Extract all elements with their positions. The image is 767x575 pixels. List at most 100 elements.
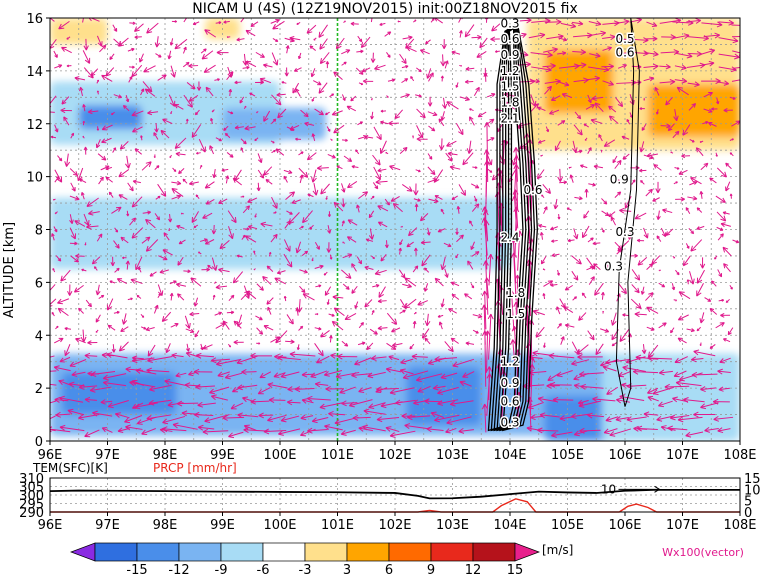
wind-vector bbox=[300, 414, 314, 421]
wind-vector bbox=[696, 225, 705, 230]
contour-label: 1.2 bbox=[500, 64, 519, 78]
wind-vector bbox=[50, 400, 57, 404]
wind-vector bbox=[722, 338, 731, 343]
wind-vector bbox=[632, 368, 659, 375]
contour-lines: 0.30.60.91.21.51.82.42.11.81.51.20.90.60… bbox=[487, 18, 640, 432]
wind-vector bbox=[111, 206, 122, 214]
wind-vector bbox=[700, 386, 717, 393]
wind-vector bbox=[53, 226, 58, 233]
wind-vector bbox=[329, 254, 333, 260]
wind-vector bbox=[197, 251, 202, 255]
main-panel: 0.30.60.91.21.51.82.42.11.81.51.20.90.60… bbox=[2, 12, 757, 463]
wind-vector bbox=[51, 233, 55, 241]
wind-vector bbox=[542, 293, 546, 300]
wind-vector bbox=[265, 179, 273, 185]
wind-vector bbox=[80, 191, 85, 200]
wind-vector bbox=[230, 402, 244, 410]
contour-label: 0.6 bbox=[500, 394, 519, 408]
wind-vector bbox=[689, 181, 698, 186]
wind-vector bbox=[237, 384, 258, 391]
wind-vector bbox=[476, 51, 487, 58]
wind-vector bbox=[351, 285, 358, 294]
wind-vector bbox=[161, 426, 187, 433]
wind-vector bbox=[268, 397, 286, 403]
sub-x-tick-label: 96E bbox=[38, 518, 63, 533]
wind-vector bbox=[364, 299, 373, 308]
contour-label: 1.8 bbox=[506, 286, 525, 300]
wind-vector bbox=[578, 371, 604, 378]
wind-vector bbox=[193, 224, 199, 229]
wind-vector bbox=[162, 249, 173, 256]
wind-vector bbox=[608, 211, 616, 218]
wind-vector bbox=[171, 194, 182, 200]
wind-vector bbox=[701, 48, 716, 55]
contour-label: 2.1 bbox=[500, 111, 519, 125]
wind-vector bbox=[74, 76, 86, 82]
wind-vector bbox=[160, 129, 170, 139]
wind-vector bbox=[590, 118, 603, 124]
wind-vector bbox=[715, 322, 725, 329]
wind-vector bbox=[587, 94, 592, 104]
wind-vector bbox=[186, 343, 190, 352]
wind-vector bbox=[69, 168, 78, 177]
wind-vector bbox=[214, 311, 223, 316]
wind-vector bbox=[158, 255, 168, 261]
wind-vector bbox=[683, 397, 705, 403]
wind-vector bbox=[348, 399, 373, 408]
wind-vector bbox=[227, 111, 234, 115]
wind-vector bbox=[593, 263, 601, 271]
wind-vector bbox=[717, 233, 724, 241]
wind-vector bbox=[256, 342, 261, 345]
wind-vector bbox=[390, 195, 400, 202]
wind-vector bbox=[171, 352, 184, 359]
wind-vector bbox=[549, 381, 572, 388]
wind-vector bbox=[702, 121, 709, 125]
wind-vector bbox=[605, 264, 617, 272]
wind-vector bbox=[652, 386, 674, 396]
wind-vector bbox=[458, 18, 463, 23]
colorbar-bin bbox=[430, 542, 474, 562]
u-region-13 bbox=[602, 353, 740, 441]
wind-vector bbox=[459, 30, 463, 38]
wind-vector bbox=[571, 359, 590, 366]
wind-vector bbox=[54, 64, 63, 69]
wind-vector bbox=[608, 115, 619, 125]
wind-vector bbox=[105, 166, 112, 171]
wind-vector bbox=[400, 225, 404, 228]
wind-vector bbox=[121, 313, 128, 325]
wind-vector bbox=[116, 278, 128, 284]
wind-vector bbox=[440, 54, 446, 67]
wind-vector bbox=[550, 95, 561, 101]
wind-vector bbox=[549, 109, 560, 115]
wind-vector bbox=[118, 194, 128, 200]
wind-vector bbox=[310, 68, 316, 78]
wind-vector bbox=[102, 380, 127, 387]
wind-vector bbox=[254, 137, 259, 142]
wind-vector bbox=[491, 22, 502, 32]
wind-vector bbox=[720, 312, 731, 318]
wind-vector bbox=[567, 238, 575, 243]
wind-vector bbox=[600, 291, 605, 300]
wind-vector bbox=[600, 149, 603, 153]
wind-vector bbox=[224, 372, 243, 380]
wind-vector bbox=[716, 211, 727, 222]
y-tick-label: 0 bbox=[35, 435, 43, 450]
sub-x-tick-label: 107E bbox=[666, 518, 699, 533]
wind-vector bbox=[57, 298, 70, 305]
wind-vector bbox=[266, 265, 274, 273]
wind-vector bbox=[674, 64, 687, 71]
wind-vector bbox=[96, 90, 100, 95]
wind-vector bbox=[340, 429, 356, 436]
wind-vector bbox=[57, 307, 69, 317]
wind-vector bbox=[686, 328, 695, 333]
wind-vector bbox=[256, 283, 264, 291]
wind-vector bbox=[707, 121, 717, 127]
sub-x-axis-ticks: 96E 97E 98E 99E 100E 101E 102E 103E 104E 105E 106E… bbox=[38, 512, 757, 533]
wind-vector bbox=[415, 373, 443, 383]
contour-label: 1.2 bbox=[500, 355, 519, 369]
wind-vector bbox=[136, 294, 142, 299]
wind-vector bbox=[54, 397, 69, 403]
wind-vector bbox=[255, 51, 265, 58]
contour-label: 0.6 bbox=[500, 32, 519, 46]
wind-vector bbox=[672, 130, 680, 139]
